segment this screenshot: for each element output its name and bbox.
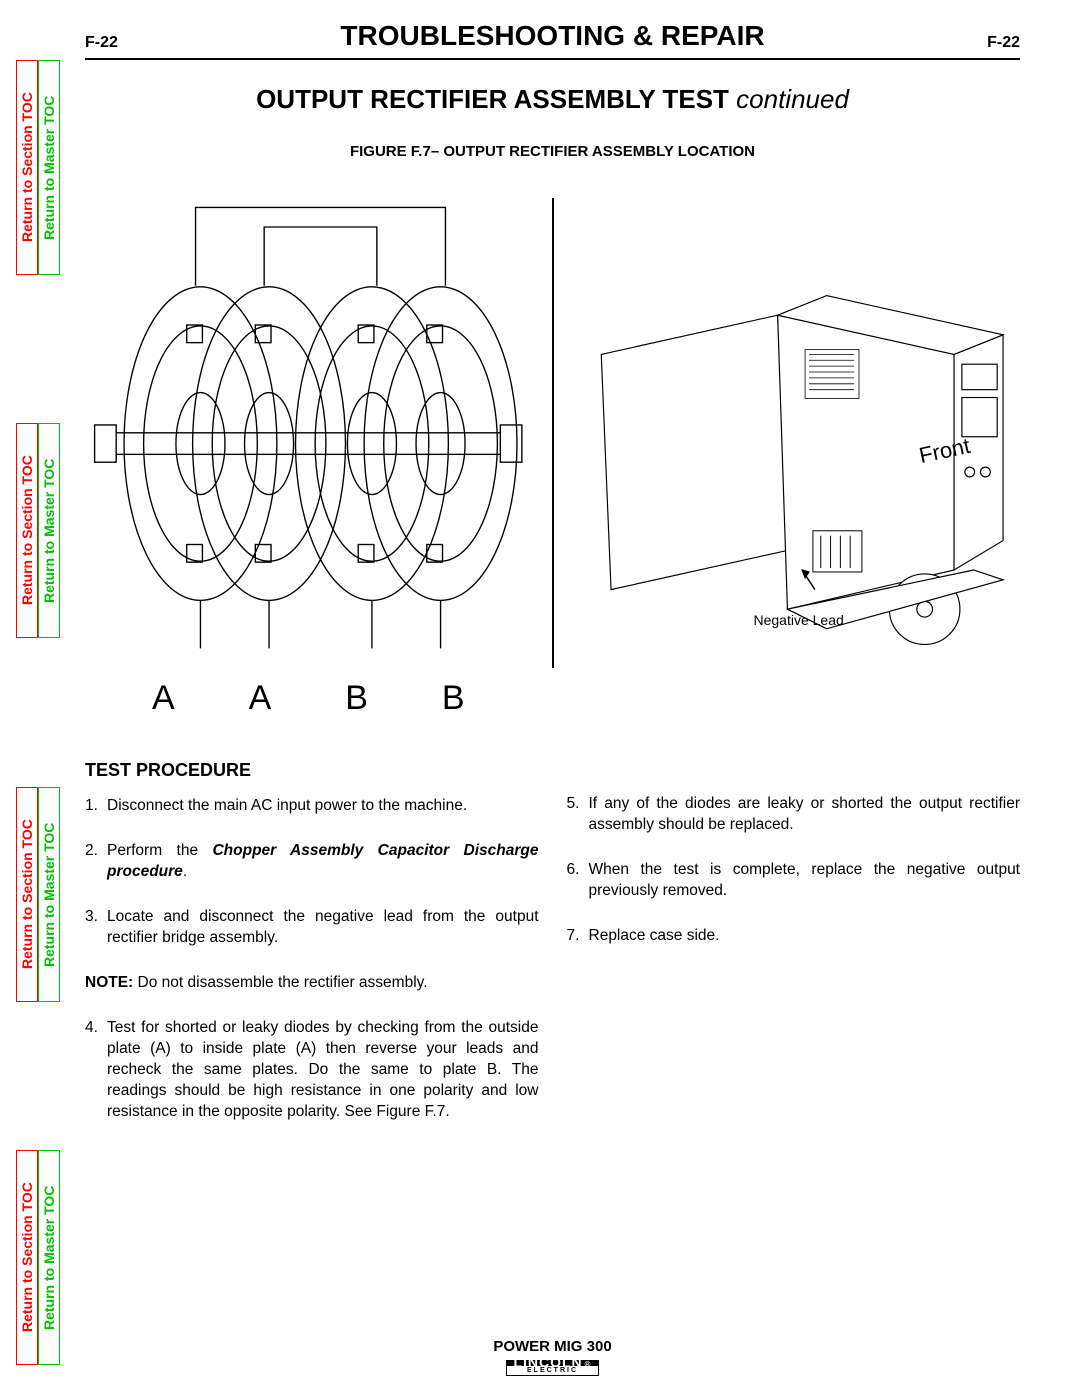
lincoln-logo: LINCOLN ® ELECTRIC (506, 1360, 598, 1376)
note-text: Do not disassemble the rectifier assembl… (133, 974, 427, 991)
procedure-columns: TEST PROCEDURE 1.Disconnect the main AC … (85, 758, 1020, 1146)
toc-sidebar: Return to Section TOC Return to Master T… (16, 60, 60, 1365)
plate-label-a1: A (152, 679, 175, 718)
toc-pair: Return to Section TOC Return to Master T… (16, 1150, 60, 1365)
toc-pair: Return to Section TOC Return to Master T… (16, 787, 60, 1002)
page-ref-left: F-22 (85, 34, 118, 52)
figure-area: A A B B (85, 178, 1020, 718)
procedure-step: 4.Test for shorted or leaky diodes by ch… (85, 1018, 539, 1123)
footer-model: POWER MIG 300 (85, 1338, 1020, 1355)
procedure-steps-left: 1.Disconnect the main AC input power to … (85, 796, 539, 949)
page-header: F-22 TROUBLESHOOTING & REPAIR F-22 (85, 20, 1020, 56)
procedure-steps-right: 5.If any of the diodes are leaky or shor… (567, 794, 1021, 947)
section-title: TROUBLESHOOTING & REPAIR (118, 20, 987, 52)
right-column: 5.If any of the diodes are leaky or shor… (567, 758, 1021, 1146)
negative-lead-label: Negative Lead (754, 612, 844, 628)
figure-divider (552, 198, 554, 668)
return-section-toc-link[interactable]: Return to Section TOC (16, 787, 38, 1002)
page-ref-right: F-22 (987, 34, 1020, 52)
procedure-heading: TEST PROCEDURE (85, 758, 539, 782)
page-content: F-22 TROUBLESHOOTING & REPAIR F-22 OUTPU… (85, 20, 1020, 1377)
return-master-toc-link[interactable]: Return to Master TOC (38, 60, 60, 275)
page-footer: POWER MIG 300 LINCOLN ® ELECTRIC (85, 1338, 1020, 1377)
procedure-note: NOTE: Do not disassemble the rectifier a… (85, 973, 539, 994)
plate-label-b2: B (442, 679, 465, 718)
rectifier-svg (85, 178, 532, 668)
figure-caption: FIGURE F.7– OUTPUT RECTIFIER ASSEMBLY LO… (85, 143, 1020, 160)
figure-machine-location: Negative Lead Front (574, 178, 1021, 718)
procedure-step: 5.If any of the diodes are leaky or shor… (567, 794, 1021, 836)
procedure-steps-left-2: 4.Test for shorted or leaky diodes by ch… (85, 1018, 539, 1123)
header-rule (85, 58, 1020, 60)
return-section-toc-link[interactable]: Return to Section TOC (16, 60, 38, 275)
note-label: NOTE: (85, 974, 133, 991)
procedure-step: 6.When the test is complete, replace the… (567, 860, 1021, 902)
return-master-toc-link[interactable]: Return to Master TOC (38, 1150, 60, 1365)
subsection-continued: continued (736, 84, 849, 114)
plate-label-a2: A (249, 679, 272, 718)
toc-pair: Return to Section TOC Return to Master T… (16, 423, 60, 638)
plate-label-b1: B (345, 679, 368, 718)
return-master-toc-link[interactable]: Return to Master TOC (38, 787, 60, 1002)
return-section-toc-link[interactable]: Return to Section TOC (16, 1150, 38, 1365)
procedure-step: 2.Perform the Chopper Assembly Capacitor… (85, 841, 539, 883)
figure-rectifier-assembly: A A B B (85, 178, 532, 718)
return-section-toc-link[interactable]: Return to Section TOC (16, 423, 38, 638)
procedure-step: 7.Replace case side. (567, 926, 1021, 947)
plate-labels: A A B B (85, 679, 532, 718)
return-master-toc-link[interactable]: Return to Master TOC (38, 423, 60, 638)
subsection-main: OUTPUT RECTIFIER ASSEMBLY TEST (256, 84, 736, 114)
procedure-step: 1.Disconnect the main AC input power to … (85, 796, 539, 817)
left-column: TEST PROCEDURE 1.Disconnect the main AC … (85, 758, 539, 1146)
procedure-step: 3.Locate and disconnect the negative lea… (85, 907, 539, 949)
subsection-title: OUTPUT RECTIFIER ASSEMBLY TEST continued (85, 84, 1020, 115)
toc-pair: Return to Section TOC Return to Master T… (16, 60, 60, 275)
machine-svg (574, 178, 1021, 668)
